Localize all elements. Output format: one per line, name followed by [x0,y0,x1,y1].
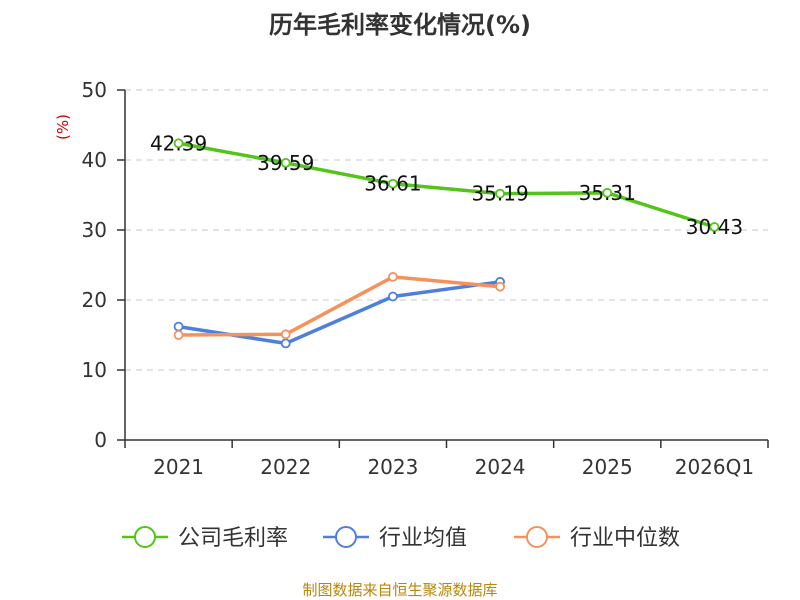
data-label: 35.31 [579,181,636,205]
data-label: 36.61 [364,172,421,196]
series-point [388,178,398,189]
y-axis-ticks: 0 10 20 30 40 50 [82,78,125,452]
legend-label: 行业中位数 [570,526,680,551]
y-tick-label: 40 [82,148,107,172]
data-labels: 42.39 39.59 36.61 35.19 35.31 30.43 [150,131,743,239]
data-label: 30.43 [686,215,743,239]
series-line [178,141,715,229]
y-tick-label: 0 [94,428,107,452]
series-point [280,338,291,349]
y-tick-label: 50 [82,78,107,102]
series-point [173,330,184,340]
series-point [280,329,291,340]
chart-title: 历年毛利率变化情况(%) [269,11,531,39]
y-tick-label: 30 [82,218,107,242]
legend[interactable]: 公司毛利率 行业均值 行业中位数 [122,526,680,551]
series-group [173,138,720,349]
legend-item[interactable]: 公司毛利率 [122,526,288,551]
data-label: 42.39 [150,131,207,155]
series-point [173,138,184,149]
x-tick-label: 2025 [582,455,633,479]
y-tick-label: 20 [82,288,107,312]
legend-label: 公司毛利率 [178,526,288,551]
legend-marker [526,526,548,548]
x-axis-ticks: 2021 2022 2023 2024 2025 2026Q1 [124,440,769,479]
series-line [178,275,501,337]
y-tick-label: 10 [82,358,107,382]
grid-lines [125,89,768,371]
data-label: 35.19 [471,182,528,206]
series-point [495,281,505,292]
series-point [280,157,291,168]
y-axis-unit-label: (%) [54,114,72,140]
series-point [495,188,505,199]
legend-label: 行业均值 [379,526,467,551]
series-point [388,271,398,282]
x-tick-label: 2026Q1 [675,455,754,479]
source-note: 制图数据来自恒生聚源数据库 [302,581,497,599]
series-point [602,187,613,198]
series-point [173,321,184,332]
axes [124,90,768,441]
data-label: 39.59 [257,151,314,175]
legend-item[interactable]: 行业中位数 [514,526,680,551]
x-tick-label: 2023 [367,455,418,479]
legend-marker [134,526,156,548]
legend-marker [335,526,357,548]
x-tick-label: 2024 [475,455,526,479]
series-point [388,291,398,302]
series-point [709,222,720,232]
legend-item[interactable]: 行业均值 [323,526,467,551]
x-tick-label: 2022 [260,455,311,479]
x-tick-label: 2021 [153,455,204,479]
